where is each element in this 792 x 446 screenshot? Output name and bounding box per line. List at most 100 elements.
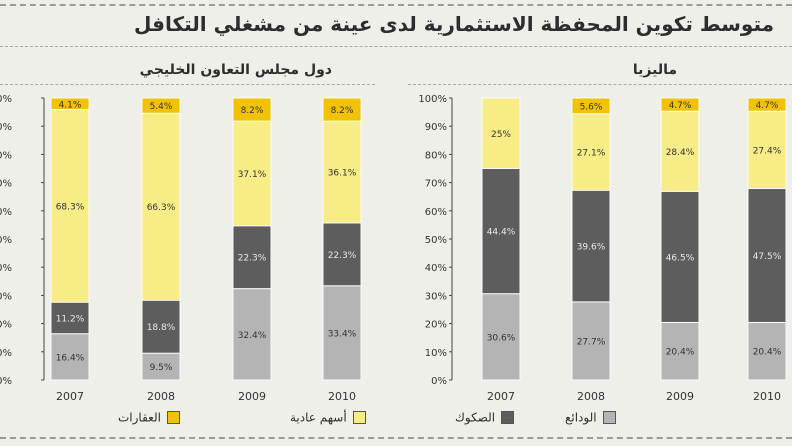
malaysia-x-tick-label: 2009 bbox=[666, 390, 694, 403]
gcc-bar-real-estate-2007 bbox=[50, 97, 90, 111]
malaysia-bar-equities-2009 bbox=[660, 110, 700, 192]
malaysia-bar-real-estate-2008 bbox=[571, 97, 611, 115]
malaysia-data-label-sukuk-2009: 46.5% bbox=[666, 253, 695, 263]
gcc-data-label-sukuk-2009: 22.3% bbox=[238, 254, 267, 264]
malaysia-y-tick-label: 90% bbox=[425, 122, 447, 133]
gcc-data-label-equities-2010: 36.1% bbox=[328, 169, 357, 179]
legend-item-equities: أسهم عادية bbox=[290, 410, 366, 430]
legend-item-deposits: الودائع bbox=[565, 410, 616, 430]
legend-swatch-sukuk bbox=[501, 411, 515, 424]
legend-label-real-estate: العقارات bbox=[118, 410, 161, 425]
gcc-bar-equities-2010 bbox=[322, 120, 362, 224]
gcc-y-tick-label: 20% bbox=[0, 320, 12, 331]
malaysia-bar-deposits-2009 bbox=[660, 321, 700, 381]
gcc-y-tick-label: 40% bbox=[0, 263, 12, 274]
malaysia-y-tick-label: 80% bbox=[425, 150, 447, 161]
malaysia-panel-title: ماليزيا bbox=[632, 62, 677, 78]
gcc-chart: 0% 10% 20% 30% 40% 50% 60% 70% 80% 90% 100% 16.4% 11… bbox=[0, 94, 362, 403]
page-title: متوسط تكوين المحفظة الاستثمارية لدى عينة… bbox=[134, 12, 774, 36]
gcc-bar-sukuk-2008 bbox=[141, 299, 181, 354]
legend-label-deposits: الودائع bbox=[565, 410, 597, 425]
legend-item-sukuk: الصكوك bbox=[455, 410, 515, 430]
malaysia-data-label-deposits-2008: 27.7% bbox=[577, 337, 606, 347]
top-border bbox=[0, 4, 792, 6]
malaysia-bar-real-estate-2009 bbox=[660, 97, 700, 112]
gcc-data-label-sukuk-2008: 18.8% bbox=[147, 323, 176, 333]
malaysia-bar-equities-2008 bbox=[571, 113, 611, 191]
gcc-bar-sukuk-2007 bbox=[50, 301, 90, 335]
malaysia-data-label-equities-2008: 27.1% bbox=[577, 149, 606, 159]
malaysia-data-label-real-estate-2010: 4.7% bbox=[756, 101, 779, 111]
gcc-data-label-sukuk-2010: 22.3% bbox=[328, 251, 357, 261]
legend-swatch-equities bbox=[352, 411, 366, 424]
malaysia-y-tick-label: 40% bbox=[425, 263, 447, 274]
gcc-data-label-deposits-2008: 9.5% bbox=[150, 363, 173, 373]
gcc-y-tick-label: 60% bbox=[0, 207, 12, 218]
malaysia-y-tick-label: 100% bbox=[418, 94, 447, 105]
malaysia-x-tick-label: 2008 bbox=[577, 390, 605, 403]
gcc-data-label-deposits-2010: 33.4% bbox=[328, 329, 357, 339]
malaysia-bar-equities-2010 bbox=[747, 110, 787, 190]
gcc-y-tick-label: 0% bbox=[0, 376, 12, 387]
gcc-data-label-sukuk-2007: 11.2% bbox=[56, 314, 85, 324]
title-divider bbox=[0, 46, 792, 47]
malaysia-data-label-equities-2009: 28.4% bbox=[666, 148, 695, 158]
legend-item-real-estate: العقارات bbox=[118, 410, 180, 430]
gcc-title-rule bbox=[0, 84, 375, 85]
malaysia-bar-sukuk-2008 bbox=[571, 189, 611, 303]
legend-label-equities: أسهم عادية bbox=[290, 410, 347, 425]
gcc-data-label-equities-2007: 68.3% bbox=[56, 202, 85, 212]
malaysia-data-label-deposits-2007: 30.6% bbox=[487, 333, 516, 343]
malaysia-data-label-deposits-2009: 20.4% bbox=[666, 348, 695, 358]
gcc-y-tick-label: 30% bbox=[0, 291, 12, 302]
malaysia-y-tick-label: 60% bbox=[425, 207, 447, 218]
gcc-y-tick-label: 50% bbox=[0, 235, 12, 246]
gcc-bar-equities-2007 bbox=[50, 109, 90, 303]
malaysia-y-tick-label: 0% bbox=[431, 376, 447, 387]
malaysia-data-label-equities-2007: 25% bbox=[491, 130, 511, 140]
gcc-bar-deposits-2007 bbox=[50, 333, 90, 381]
gcc-bar-sukuk-2009 bbox=[232, 225, 272, 290]
gcc-bar-real-estate-2009 bbox=[232, 97, 272, 122]
gcc-data-label-real-estate-2008: 5.4% bbox=[150, 102, 173, 112]
gcc-bar-real-estate-2010 bbox=[322, 97, 362, 122]
malaysia-y-tick-label: 70% bbox=[425, 179, 447, 190]
legend-swatch-deposits bbox=[602, 411, 616, 424]
malaysia-chart: 0% 10% 20% 30% 40% 50% 60% 70% 80% 90% 100% 30.6% 44… bbox=[418, 94, 787, 403]
gcc-data-label-equities-2009: 37.1% bbox=[238, 170, 267, 180]
gcc-data-label-deposits-2009: 32.4% bbox=[238, 331, 267, 341]
legend: العقارات أسهم عادية الصكوك الودائع bbox=[0, 410, 792, 430]
malaysia-data-label-sukuk-2010: 47.5% bbox=[753, 252, 782, 262]
gcc-panel-title: دول مجلس التعاون الخليجي bbox=[139, 62, 332, 78]
malaysia-y-tick-label: 10% bbox=[425, 348, 447, 359]
gcc-y-tick-label: 90% bbox=[0, 122, 12, 133]
malaysia-bar-deposits-2010 bbox=[747, 321, 787, 381]
malaysia-y-tick-label: 20% bbox=[425, 320, 447, 331]
malaysia-data-label-real-estate-2008: 5.6% bbox=[580, 102, 603, 112]
gcc-bar-real-estate-2008 bbox=[141, 97, 181, 114]
gcc-bar-deposits-2009 bbox=[232, 288, 272, 381]
gcc-data-label-real-estate-2007: 4.1% bbox=[59, 100, 82, 110]
malaysia-data-label-sukuk-2007: 44.4% bbox=[487, 228, 516, 238]
gcc-y-tick-label: 70% bbox=[0, 179, 12, 190]
malaysia-bar-sukuk-2007 bbox=[481, 168, 521, 295]
malaysia-bar-deposits-2008 bbox=[571, 301, 611, 381]
gcc-data-label-real-estate-2009: 8.2% bbox=[241, 106, 264, 116]
gcc-data-label-equities-2008: 66.3% bbox=[147, 203, 176, 213]
malaysia-bar-equities-2007 bbox=[481, 97, 521, 169]
malaysia-data-label-sukuk-2008: 39.6% bbox=[577, 243, 606, 253]
malaysia-x-tick-label: 2007 bbox=[487, 390, 515, 403]
malaysia-bar-sukuk-2010 bbox=[747, 188, 787, 323]
malaysia-title-rule bbox=[408, 84, 792, 85]
gcc-data-label-real-estate-2010: 8.2% bbox=[331, 106, 354, 116]
gcc-y-tick-label: 100% bbox=[0, 94, 12, 105]
bottom-border bbox=[0, 437, 792, 439]
gcc-x-tick-label: 2008 bbox=[147, 390, 175, 403]
malaysia-x-tick-label: 2010 bbox=[753, 390, 781, 403]
gcc-y-tick-label: 80% bbox=[0, 150, 12, 161]
malaysia-y-tick-label: 30% bbox=[425, 291, 447, 302]
gcc-data-label-deposits-2007: 16.4% bbox=[56, 353, 85, 363]
malaysia-y-tick-label: 50% bbox=[425, 235, 447, 246]
gcc-x-tick-label: 2009 bbox=[238, 390, 266, 403]
